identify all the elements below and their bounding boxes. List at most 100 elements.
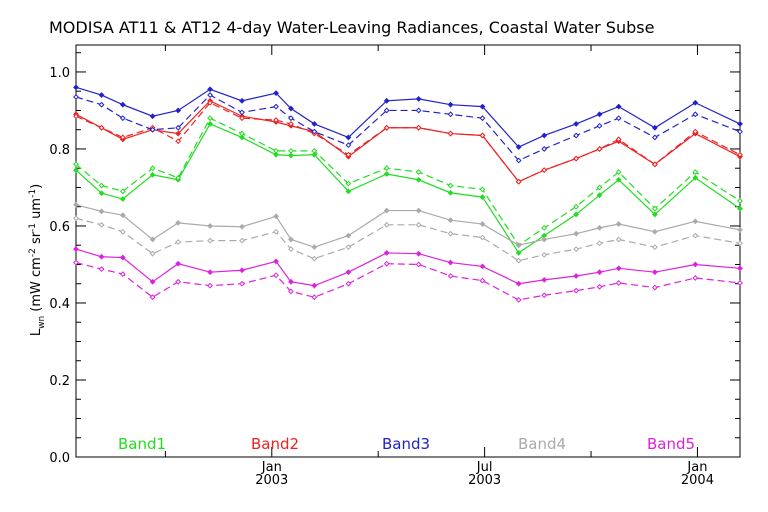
data-point-band5-solid bbox=[149, 278, 156, 285]
data-point-band3-dashed bbox=[311, 128, 318, 135]
data-point-band4-solid bbox=[541, 236, 548, 243]
data-point-band4-solid bbox=[311, 244, 318, 251]
data-point-band3-dashed bbox=[541, 146, 548, 152]
data-point-band4-dashed bbox=[207, 237, 213, 244]
data-point-band5-dashed bbox=[651, 284, 658, 291]
data-point-band3-solid bbox=[541, 132, 548, 139]
data-point-band1-solid bbox=[239, 134, 245, 141]
data-point-band2-dashed bbox=[541, 167, 548, 174]
data-point-band4-solid bbox=[515, 242, 522, 249]
data-point-band5-dashed bbox=[541, 292, 548, 299]
x-tick-label-year: 2003 bbox=[468, 473, 501, 488]
data-point-band5-solid bbox=[119, 254, 126, 261]
data-point-band5-solid bbox=[207, 269, 213, 276]
data-point-band4-solid bbox=[175, 219, 182, 226]
data-point-band1-solid bbox=[479, 194, 486, 201]
data-point-band5-dashed bbox=[515, 296, 522, 303]
data-point-band2-dashed bbox=[573, 155, 580, 162]
data-point-band1-dashed bbox=[383, 165, 390, 172]
data-point-band4-dashed bbox=[73, 215, 79, 222]
x-tick-label-month: Jan bbox=[261, 460, 282, 475]
data-point-band4-dashed bbox=[615, 236, 622, 243]
data-point-band3-solid bbox=[596, 111, 603, 118]
data-point-band1-solid bbox=[737, 205, 743, 212]
data-point-band5-dashed bbox=[573, 287, 580, 294]
y-tick-label: 0.2 bbox=[49, 374, 70, 389]
data-point-band3-solid bbox=[692, 99, 699, 106]
series-line-band3-dashed bbox=[75, 94, 741, 162]
data-point-band5-dashed bbox=[149, 294, 156, 301]
data-point-band3-dashed bbox=[515, 157, 522, 164]
data-point-band1-solid bbox=[596, 192, 603, 199]
data-point-band4-dashed bbox=[447, 230, 454, 237]
data-point-band4-dashed bbox=[175, 239, 182, 246]
data-point-band3-dashed bbox=[692, 111, 699, 118]
data-point-band2-dashed bbox=[651, 161, 658, 168]
data-point-band5-solid bbox=[98, 253, 105, 260]
data-point-band5-dashed bbox=[239, 280, 245, 287]
data-point-band1-dashed bbox=[239, 130, 245, 137]
series-line-band1-solid bbox=[75, 123, 741, 254]
data-point-band1-dashed bbox=[541, 224, 548, 231]
data-point-band1-dashed bbox=[73, 161, 79, 168]
data-point-band4-dashed bbox=[651, 244, 658, 251]
data-point-band1-dashed bbox=[573, 203, 580, 210]
data-point-band5-dashed bbox=[273, 272, 279, 279]
data-point-band5-dashed bbox=[383, 260, 390, 267]
data-point-band5-solid bbox=[415, 250, 422, 257]
data-point-band4-dashed bbox=[415, 221, 422, 228]
data-point-band1-dashed bbox=[615, 169, 622, 175]
data-point-band3-solid bbox=[119, 101, 126, 108]
y-tick-label: 1.0 bbox=[49, 66, 70, 81]
data-point-band2-dashed bbox=[345, 151, 352, 158]
series-line-band5-dashed bbox=[75, 261, 741, 301]
data-point-band4-solid bbox=[737, 226, 743, 233]
data-point-band1-dashed bbox=[692, 169, 699, 175]
data-point-band4-dashed bbox=[345, 244, 352, 251]
data-point-band1-dashed bbox=[415, 169, 422, 175]
data-point-band2-dashed bbox=[596, 146, 603, 152]
data-point-band2-solid bbox=[175, 130, 182, 137]
data-point-band1-dashed bbox=[273, 147, 279, 154]
data-point-band4-solid bbox=[596, 224, 603, 231]
data-point-band2-dashed bbox=[273, 117, 279, 123]
data-point-band4-solid bbox=[207, 223, 213, 229]
y-axis-label-text: Lwn (mW cm-2 sr-1 um-1) bbox=[28, 184, 47, 336]
series-line-band5-solid bbox=[75, 248, 741, 287]
y-axis-label: Lwn (mW cm-2 sr-1 um-1) bbox=[28, 184, 47, 336]
data-point-band4-solid bbox=[119, 212, 126, 219]
data-point-band1-solid bbox=[692, 174, 699, 181]
data-point-band3-dashed bbox=[573, 132, 580, 139]
data-point-band2-dashed bbox=[447, 130, 454, 137]
data-point-band1-solid bbox=[415, 176, 422, 183]
data-point-band2-dashed bbox=[239, 115, 245, 122]
data-point-band3-dashed bbox=[175, 124, 182, 131]
data-point-band3-solid bbox=[207, 86, 213, 93]
data-point-band3-dashed bbox=[149, 126, 156, 133]
data-point-band4-dashed bbox=[383, 221, 390, 228]
data-point-band4-solid bbox=[73, 201, 79, 208]
data-point-band2-dashed bbox=[288, 121, 294, 127]
data-point-band2-dashed bbox=[207, 99, 213, 106]
data-point-band1-solid bbox=[149, 171, 156, 178]
data-point-band2-dashed bbox=[415, 124, 422, 131]
data-point-band5-solid bbox=[175, 260, 182, 267]
series-line-band2-dashed bbox=[75, 102, 741, 183]
data-point-band4-solid bbox=[415, 207, 422, 214]
data-point-band4-solid bbox=[383, 207, 390, 214]
data-point-band3-solid bbox=[175, 107, 182, 114]
data-point-band5-solid bbox=[345, 269, 352, 276]
data-point-band5-solid bbox=[447, 259, 454, 266]
data-point-band4-solid bbox=[345, 232, 352, 239]
data-point-band1-solid bbox=[119, 196, 126, 202]
data-point-band5-dashed bbox=[345, 280, 352, 287]
data-point-band5-dashed bbox=[596, 283, 603, 290]
data-point-band1-dashed bbox=[288, 147, 294, 154]
data-point-band4-dashed bbox=[288, 246, 294, 252]
data-point-band2-dashed bbox=[737, 151, 743, 158]
data-point-band3-dashed bbox=[415, 107, 422, 114]
data-point-band1-dashed bbox=[311, 147, 318, 154]
data-point-band4-dashed bbox=[573, 246, 580, 252]
